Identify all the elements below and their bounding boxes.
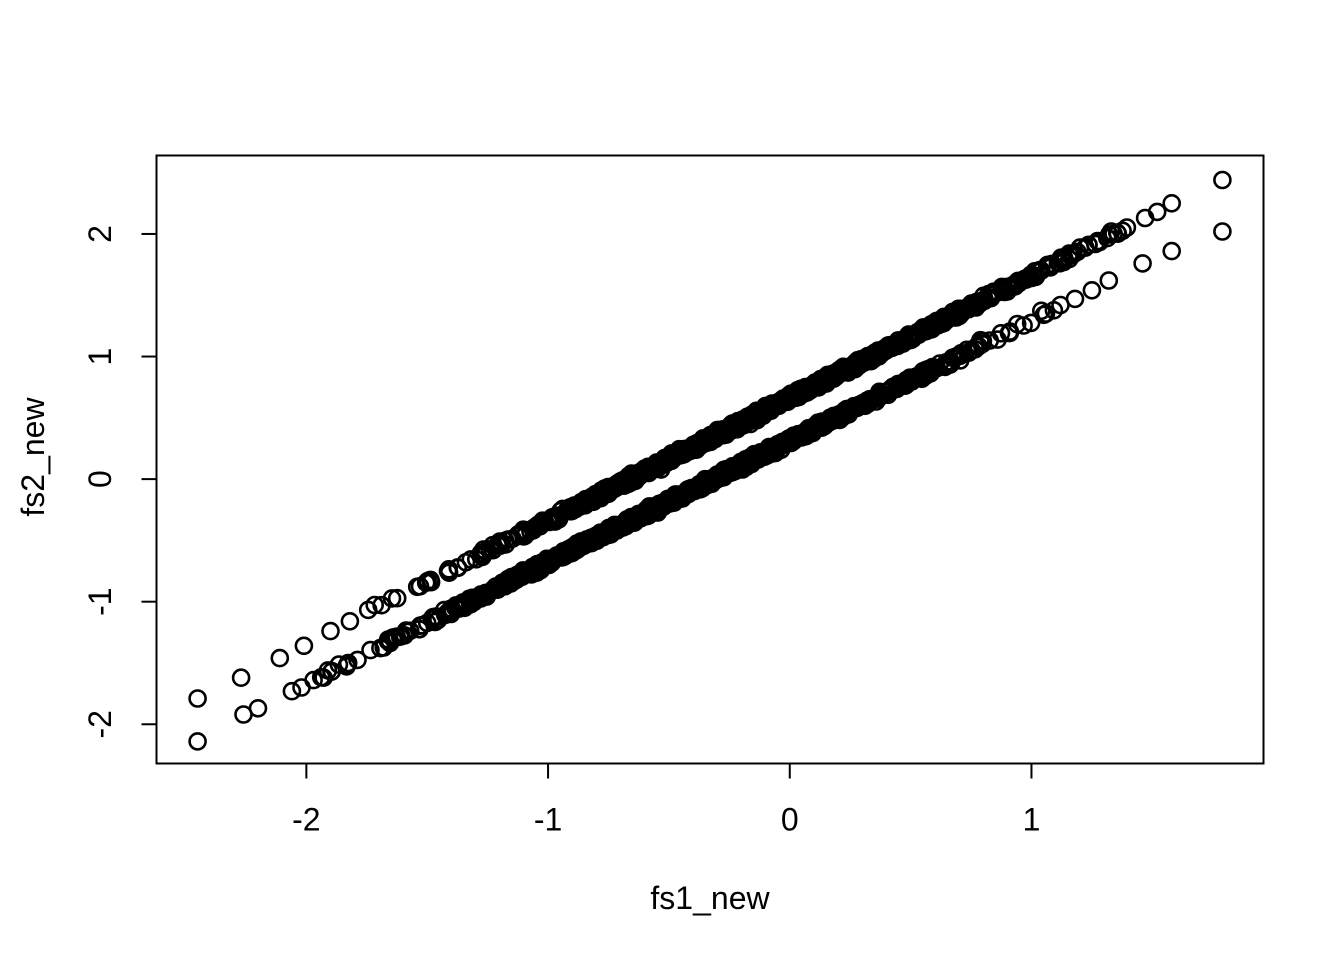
y-axis-tick-labels: -2 -1 0 1 2 xyxy=(82,225,118,738)
y-tick-label: 1 xyxy=(82,348,118,366)
series-upper-band xyxy=(188,170,1232,708)
y-tick-label: 0 xyxy=(82,470,118,488)
y-axis-title: fs2_new xyxy=(15,397,51,517)
y-tick-label: -1 xyxy=(82,587,118,615)
plot-border xyxy=(155,154,1265,765)
scatter-points xyxy=(188,170,1232,751)
y-axis-ticks xyxy=(141,232,157,726)
series-lower-band xyxy=(188,222,1232,751)
x-tick-label: 0 xyxy=(781,802,799,838)
x-axis-ticks xyxy=(305,763,1033,779)
x-tick-label: 1 xyxy=(1023,802,1041,838)
x-tick-label: -1 xyxy=(534,802,562,838)
x-axis-title: fs1_new xyxy=(650,880,770,916)
y-tick-label: -2 xyxy=(82,710,118,738)
x-axis-tick-labels: -2 -1 0 1 xyxy=(292,802,1040,838)
y-tick-label: 2 xyxy=(82,225,118,243)
x-tick-label: -2 xyxy=(292,802,320,838)
